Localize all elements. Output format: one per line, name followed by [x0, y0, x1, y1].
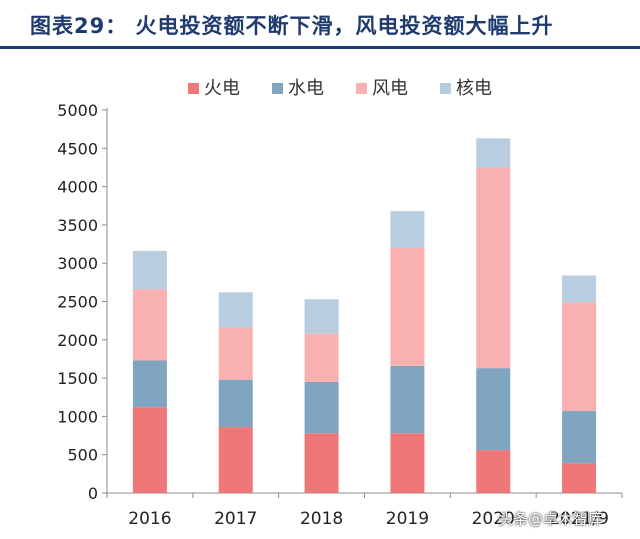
y-tick-label: 4000: [57, 178, 98, 197]
chart-title: 图表29： 火电投资额不断下滑，风电投资额大幅上升: [30, 14, 554, 38]
bar-2019-series-2: [390, 365, 425, 434]
title-divider: [0, 46, 640, 49]
bar-2016-series-3: [132, 289, 167, 361]
bar-2017-series-2: [218, 379, 253, 428]
bar-2019-series-4: [390, 211, 425, 248]
x-tick-label: 2017: [214, 509, 257, 529]
bar-2017-series-1: [218, 427, 253, 493]
bar-2020-series-4: [476, 138, 511, 168]
x-tick-label: 2019: [386, 509, 429, 529]
legend-swatch-1: [188, 83, 199, 94]
bar-2016-series-4: [132, 250, 167, 290]
bar-2020-series-3: [476, 167, 511, 369]
legend-label-2: 水电: [288, 78, 324, 99]
x-tick-label: 2016: [128, 509, 171, 529]
y-tick-label: 4500: [57, 139, 98, 158]
legend-swatch-2: [272, 83, 283, 94]
bar-2018-series-3: [304, 333, 339, 382]
legend-swatch-3: [356, 83, 367, 94]
bar-2017-series-4: [218, 292, 253, 328]
bar-2016-series-2: [132, 360, 167, 408]
y-tick-label: 2500: [57, 293, 98, 312]
bar-2019-series-3: [390, 247, 425, 366]
y-tick-label: 0: [88, 484, 98, 503]
bar-2021/9-series-2: [562, 411, 597, 464]
y-tick-label: 1000: [57, 407, 98, 426]
bar-2021/9-series-4: [562, 275, 597, 303]
y-tick-label: 2000: [57, 331, 98, 350]
bar-2018-series-2: [304, 381, 339, 434]
x-tick-label: 2020: [472, 509, 515, 529]
legend-label-4: 核电: [456, 78, 492, 99]
bar-2016-series-1: [132, 407, 167, 493]
bar-2020-series-2: [476, 368, 511, 451]
y-tick-label: 500: [67, 446, 98, 465]
bar-2018-series-4: [304, 299, 339, 334]
y-tick-label: 5000: [57, 101, 98, 120]
bar-2021/9-series-3: [562, 302, 597, 412]
y-tick-label: 3000: [57, 254, 98, 273]
figure-header: 图表29： 火电投资额不断下滑，风电投资额大幅上升: [0, 0, 640, 49]
bar-2020-series-1: [476, 450, 511, 493]
y-tick-label: 3500: [57, 216, 98, 235]
bar-2017-series-3: [218, 327, 253, 380]
legend-swatch-4: [440, 83, 451, 94]
watermark: 头条@卓木智库: [498, 510, 604, 528]
legend-label-3: 风电: [372, 78, 408, 99]
legend-label-1: 火电: [204, 78, 240, 99]
bar-2021/9-series-1: [562, 463, 597, 493]
bar-2019-series-1: [390, 433, 425, 493]
x-tick-label: 2018: [300, 509, 343, 529]
x-tick-label: 2021/9: [549, 509, 609, 529]
bar-2018-series-1: [304, 433, 339, 493]
y-tick-label: 1500: [57, 369, 98, 388]
